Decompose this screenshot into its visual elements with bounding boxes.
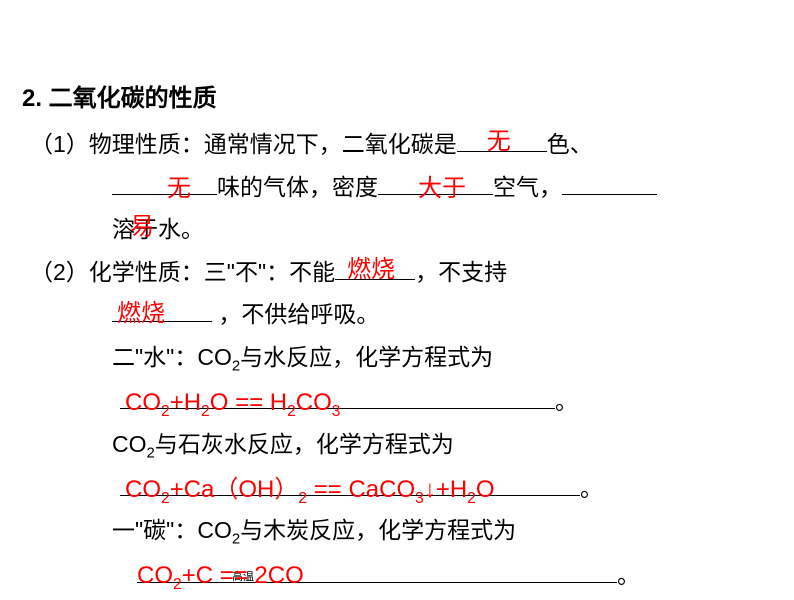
subscript: 2: [232, 357, 240, 374]
text: 与木炭反应，化学方程式为: [240, 517, 516, 543]
blank-5: 燃烧: [335, 256, 415, 280]
line-6: 二"水"：CO2与水反应，化学方程式为: [22, 336, 772, 380]
line-1: （1）物理性质：通常情况下，二氧化碳是 无 色、: [22, 123, 772, 166]
answer-1: 无: [487, 120, 511, 164]
text: 二"水"：CO: [112, 344, 232, 370]
line-3: 易 溶于水。: [22, 208, 772, 251]
line-11: 高温 CO2+C == 2CO 。: [22, 554, 772, 597]
line-7: CO2+H2O == H2CO3 。: [22, 380, 772, 423]
text: ，不支持: [415, 259, 507, 285]
line-9: CO2+Ca（OH）2 == CaCO3↓+H2O 。: [22, 467, 772, 510]
text: 。: [555, 388, 578, 414]
answer-eq2: CO2+Ca（OH）2 == CaCO3↓+H2O: [125, 468, 495, 514]
blank-6: 燃烧: [112, 298, 212, 322]
line-4: （2）化学性质：三"不"：不能 燃烧 ，不支持: [22, 251, 772, 294]
blank-3: 大于: [378, 170, 493, 194]
text: 溶于水。: [112, 216, 204, 242]
text: 空气，: [493, 174, 562, 200]
line-10: 一"碳"：CO2与木炭反应，化学方程式为: [22, 509, 772, 553]
text: 与水反应，化学方程式为: [240, 344, 493, 370]
answer-5: 燃烧: [347, 248, 395, 292]
text: CO: [112, 431, 147, 457]
line-8: CO2与石灰水反应，化学方程式为: [22, 423, 772, 467]
answer-4: 易: [130, 205, 154, 249]
subscript: 2: [147, 444, 155, 461]
text: 。: [580, 475, 603, 501]
text: （2）化学性质：三"不"：不能: [30, 259, 335, 285]
line-5: 燃烧 ，不供给呼吸。: [22, 293, 772, 336]
blank-1: 无: [457, 128, 547, 152]
subscript: 2: [232, 531, 240, 548]
text: 一"碳"：CO: [112, 517, 232, 543]
blank-4: [562, 170, 657, 194]
blank-eq1: CO2+H2O == H2CO3: [120, 385, 555, 409]
section-heading: 2. 二氧化碳的性质: [22, 78, 772, 113]
answer-eq3: CO2+C == 2CO: [137, 554, 304, 600]
blank-eq2: CO2+Ca（OH）2 == CaCO3↓+H2O: [120, 472, 580, 496]
answer-3: 大于: [418, 167, 466, 211]
text: 与石灰水反应，化学方程式为: [155, 431, 454, 457]
answer-6: 燃烧: [117, 292, 165, 336]
line-2: 无 味的气体，密度 大于 空气，: [22, 166, 772, 209]
answer-2: 无: [167, 167, 191, 211]
blank-eq3: CO2+C == 2CO: [137, 558, 617, 582]
text: 。: [617, 562, 640, 588]
text: 色、: [547, 131, 593, 157]
answer-eq1: CO2+H2O == H2CO3: [125, 381, 340, 427]
text: 味的气体，密度: [217, 174, 378, 200]
text: （1）物理性质：通常情况下，二氧化碳是: [30, 131, 457, 157]
blank-2: 无: [112, 170, 217, 194]
text: ，不供给呼吸。: [212, 301, 379, 327]
